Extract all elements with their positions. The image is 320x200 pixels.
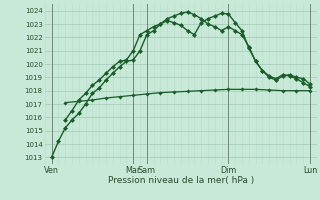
X-axis label: Pression niveau de la mer( hPa ): Pression niveau de la mer( hPa )	[108, 176, 254, 185]
